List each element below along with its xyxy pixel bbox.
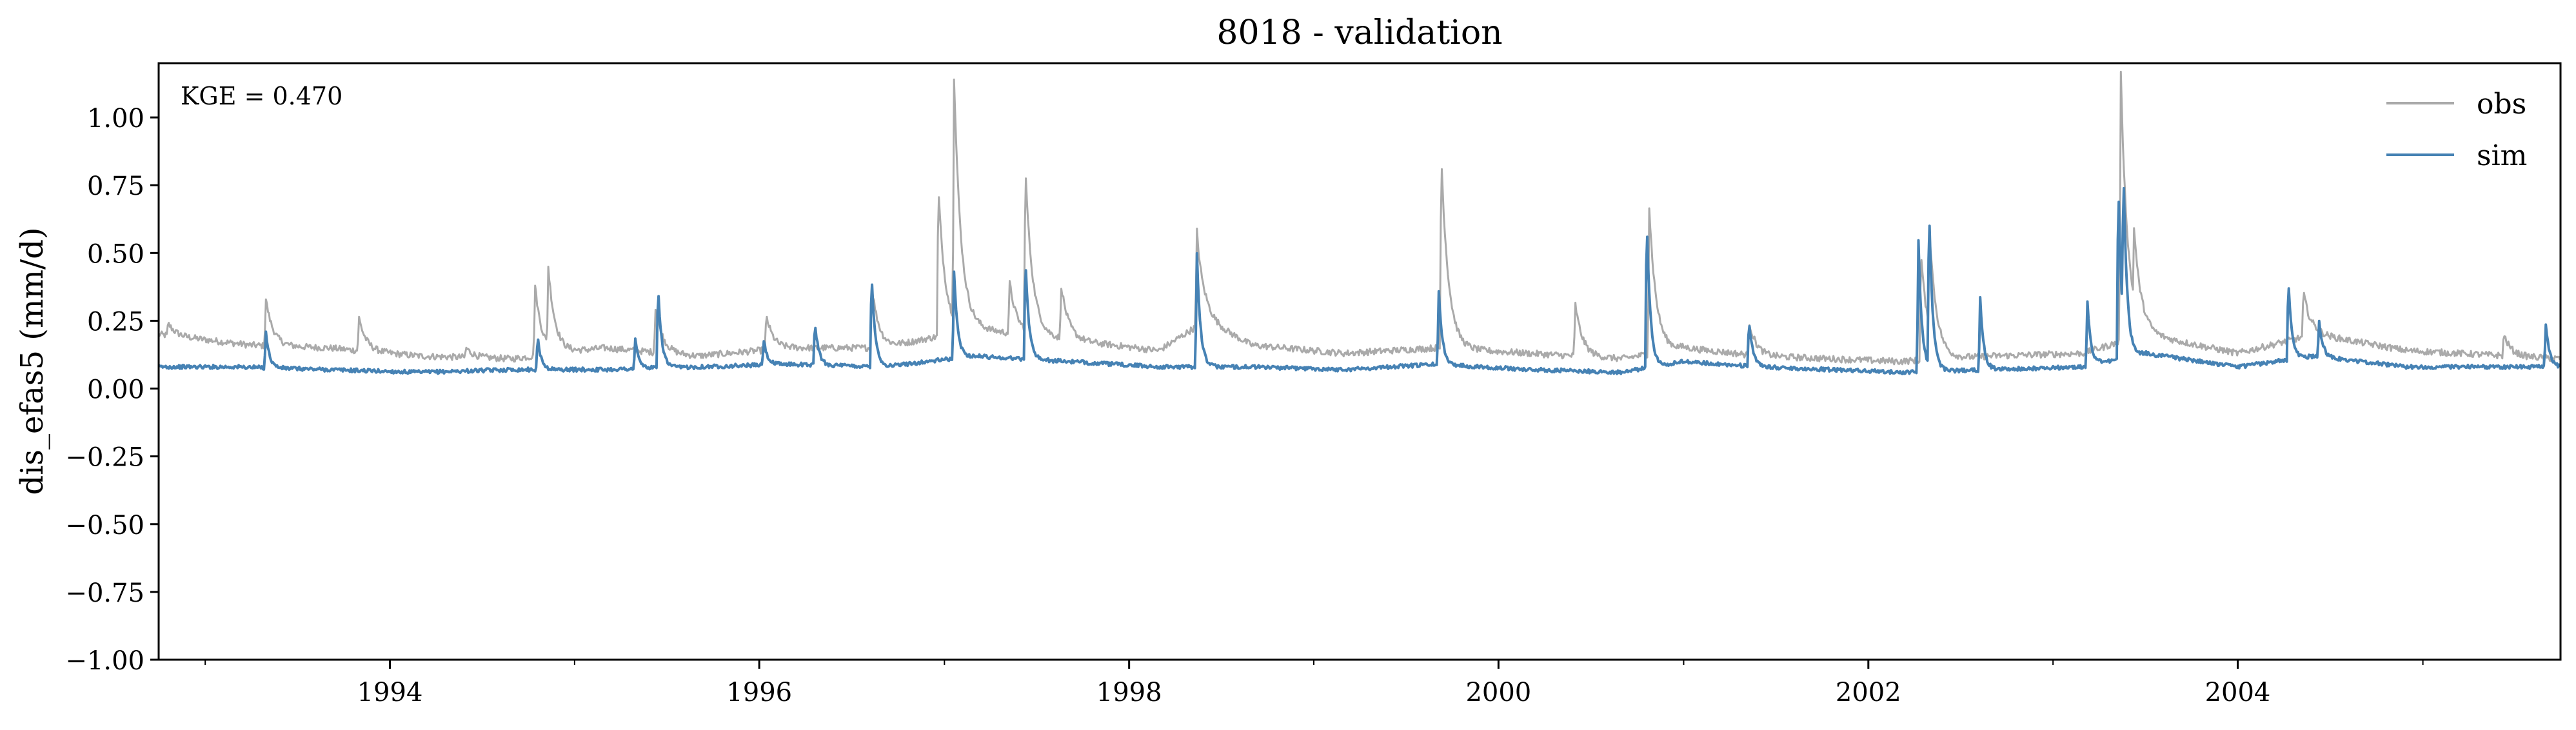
x-tick-label: 2002 (1836, 678, 1901, 707)
series-layer (159, 70, 2561, 375)
y-tick-label: 0.50 (87, 239, 144, 269)
x-axis: 1994 1996 1998 2000 2002 2004 (204, 660, 2424, 707)
x-tick-label: 1998 (1096, 678, 1162, 707)
series-line-obs (159, 70, 2561, 366)
y-axis: −1.00 −0.75 −0.50 −0.25 0.00 0.25 0.50 0.75 1.00 (65, 104, 159, 676)
legend-label-obs: obs (2477, 88, 2526, 121)
y-tick-label: 1.00 (87, 104, 144, 133)
x-tick-label: 1994 (357, 678, 423, 707)
y-axis-label: dis_efas5 (mm/d) (14, 227, 50, 495)
x-tick-label: 2000 (1465, 678, 1531, 707)
x-tick-label: 1996 (726, 678, 792, 707)
y-tick-label: −0.75 (65, 578, 144, 608)
y-tick-label: 0.00 (87, 375, 144, 405)
plot-frame (157, 62, 2562, 661)
legend: obs sim (2386, 88, 2527, 172)
y-tick-label: −0.50 (65, 511, 144, 540)
chart-title: 8018 - validation (1216, 14, 1502, 52)
series-line-sim (159, 186, 2561, 375)
kge-annotation: KGE = 0.470 (181, 82, 342, 110)
y-tick-label: 0.25 (87, 307, 144, 337)
legend-label-sim: sim (2477, 139, 2527, 172)
y-tick-label: −0.25 (65, 443, 144, 473)
y-tick-label: −1.00 (65, 646, 144, 676)
y-tick-label: 0.75 (87, 172, 144, 201)
x-tick-label: 2004 (2205, 678, 2271, 707)
